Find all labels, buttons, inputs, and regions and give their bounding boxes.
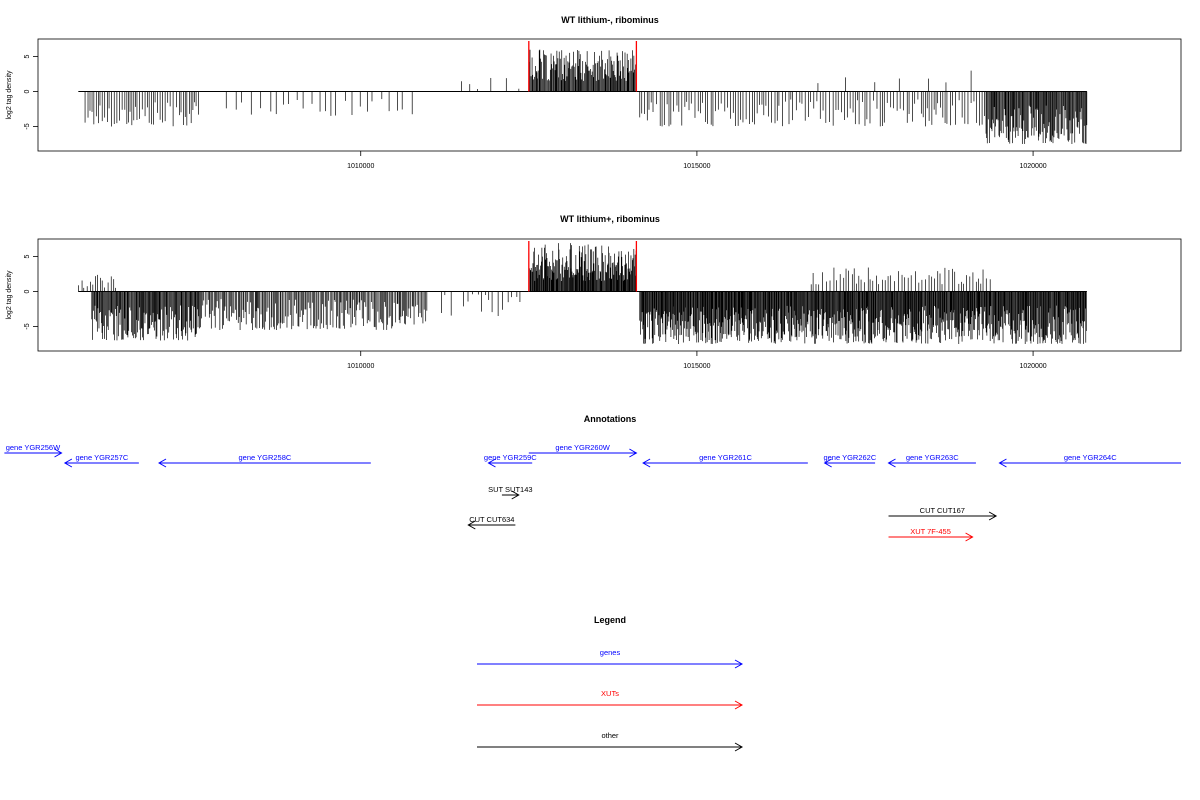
- annotation-feature: gene YGR260W: [528, 443, 638, 458]
- arrow-head: [511, 490, 520, 500]
- panel-title: WT lithium+, ribominus: [560, 214, 660, 224]
- annotation-feature: gene YGR259C: [484, 453, 537, 468]
- arrow-head: [63, 458, 73, 468]
- annotation-feature: gene YGR262C: [823, 453, 877, 468]
- legend-item: other: [477, 731, 744, 752]
- feature-label: gene YGR258C: [239, 453, 292, 462]
- arrow-head: [998, 458, 1007, 468]
- feature-label: SUT SUT143: [488, 485, 532, 494]
- x-tick-label: 1020000: [1019, 363, 1046, 370]
- y-tick-label: 0: [24, 289, 31, 293]
- annotation-feature: gene YGR264C: [998, 453, 1181, 468]
- x-tick-label: 1015000: [683, 163, 710, 170]
- feature-label: gene YGR256W: [6, 443, 61, 452]
- annotation-feature: gene YGR256W: [4, 443, 63, 458]
- panel-lithium-minus: WT lithium-, ribominus 1010000 1015000 102…: [6, 15, 1182, 170]
- annotations-title: Annotations: [584, 414, 637, 424]
- arrow-head: [734, 659, 744, 669]
- arrow-head: [965, 532, 974, 542]
- feature-label: CUT CUT634: [469, 515, 514, 524]
- x-tick-label: 1010000: [347, 163, 374, 170]
- y-axis-label: log2 tag density: [6, 70, 13, 120]
- x-tick-label: 1010000: [347, 363, 374, 370]
- arrow-head: [734, 742, 744, 752]
- legend-item: genes: [477, 648, 744, 669]
- x-tick-label: 1020000: [1019, 163, 1046, 170]
- legend: Legend genes XUTs other: [477, 615, 744, 752]
- legend-label: other: [601, 731, 619, 740]
- annotation-feature: gene YGR261C: [642, 453, 808, 468]
- axes: 1010000 1015000 1020000 -5 0 5: [24, 254, 1047, 370]
- feature-label: gene YGR260W: [555, 443, 610, 452]
- annotation-feature: gene YGR257C: [63, 453, 139, 468]
- feature-label: gene YGR264C: [1064, 453, 1117, 462]
- legend-title: Legend: [594, 615, 626, 625]
- arrow-head: [988, 511, 998, 521]
- y-tick-label: -5: [24, 323, 31, 329]
- panel-title: WT lithium-, ribominus: [561, 15, 659, 25]
- annotation-feature: XUT 7F-455: [888, 527, 974, 542]
- plot-frame: [37, 38, 1182, 152]
- density-bars: [78, 41, 1088, 144]
- feature-label: gene YGR257C: [75, 453, 128, 462]
- arrow-head: [823, 458, 832, 468]
- y-tick-label: -5: [24, 123, 31, 129]
- feature-label: gene YGR259C: [484, 453, 537, 462]
- feature-label: gene YGR263C: [906, 453, 959, 462]
- density-bars: [77, 241, 1087, 344]
- panel-lithium-plus: WT lithium+, ribominus 1010000 1015000 102…: [6, 214, 1182, 370]
- x-tick-label: 1015000: [683, 363, 710, 370]
- legend-item: XUTs: [477, 689, 744, 710]
- annotation-feature: gene YGR263C: [887, 453, 976, 468]
- legend-label: XUTs: [601, 689, 619, 698]
- feature-label: gene YGR262C: [823, 453, 876, 462]
- y-axis-label: log2 tag density: [6, 270, 13, 320]
- feature-label: XUT 7F-455: [910, 527, 951, 536]
- arrow-head: [487, 458, 496, 468]
- axes: 1010000 1015000 1020000 -5 0 5: [24, 54, 1047, 170]
- arrow-head: [887, 458, 896, 468]
- arrow-head: [734, 700, 744, 710]
- annotations-track: Annotations gene YGR256W gene YGR257C gene…: [4, 414, 1181, 542]
- y-tick-label: 5: [24, 54, 31, 58]
- annotation-feature: CUT CUT634: [467, 515, 516, 530]
- arrow-head: [158, 458, 167, 468]
- arrow-head: [642, 458, 651, 468]
- feature-label: CUT CUT167: [920, 506, 965, 515]
- legend-label: genes: [600, 648, 621, 657]
- annotation-feature: CUT CUT167: [888, 506, 998, 521]
- plot-frame: [37, 238, 1182, 352]
- arrow-head: [629, 448, 638, 458]
- arrow-head: [54, 448, 63, 458]
- annotation-feature: SUT SUT143: [488, 485, 533, 500]
- y-tick-label: 5: [24, 254, 31, 258]
- feature-label: gene YGR261C: [699, 453, 752, 462]
- arrow-head: [467, 520, 476, 530]
- annotation-feature: gene YGR258C: [158, 453, 371, 468]
- y-tick-label: 0: [24, 89, 31, 93]
